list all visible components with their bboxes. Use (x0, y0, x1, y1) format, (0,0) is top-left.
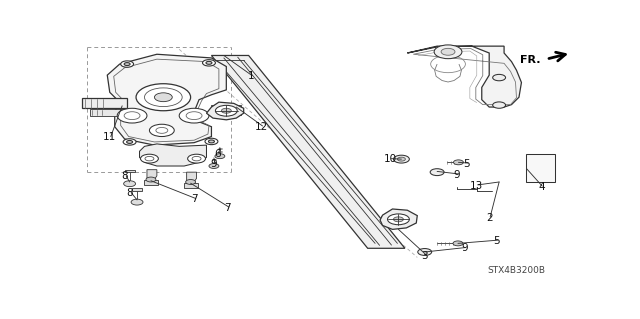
Circle shape (209, 164, 219, 168)
Circle shape (192, 156, 201, 161)
Text: FR.: FR. (520, 56, 540, 65)
Text: STX4B3200B: STX4B3200B (488, 266, 545, 275)
Circle shape (179, 108, 209, 123)
Text: 5: 5 (493, 236, 500, 246)
Polygon shape (380, 209, 417, 229)
Text: 1: 1 (248, 71, 255, 81)
Circle shape (127, 140, 132, 144)
Circle shape (186, 112, 202, 120)
Circle shape (454, 160, 463, 165)
Text: 10: 10 (383, 154, 397, 164)
Circle shape (394, 155, 410, 163)
Polygon shape (140, 144, 207, 166)
Circle shape (215, 154, 225, 159)
Circle shape (141, 154, 158, 163)
Circle shape (216, 105, 237, 116)
Circle shape (188, 154, 205, 163)
Text: 12: 12 (255, 122, 268, 132)
Circle shape (124, 63, 130, 65)
Text: 2: 2 (486, 212, 493, 223)
Polygon shape (108, 54, 227, 145)
Circle shape (397, 157, 405, 161)
Text: 6: 6 (214, 149, 221, 159)
Polygon shape (211, 105, 218, 115)
Circle shape (156, 128, 168, 133)
Polygon shape (125, 170, 134, 172)
Polygon shape (381, 216, 387, 223)
Polygon shape (147, 170, 157, 180)
Text: 5: 5 (463, 159, 470, 168)
Circle shape (136, 84, 191, 111)
Circle shape (493, 74, 506, 81)
Circle shape (206, 61, 212, 64)
Text: 13: 13 (470, 181, 483, 191)
Circle shape (205, 138, 218, 145)
Circle shape (388, 214, 410, 225)
Text: 4: 4 (538, 182, 545, 192)
Polygon shape (211, 56, 405, 248)
Polygon shape (187, 172, 196, 182)
Circle shape (430, 169, 444, 175)
Polygon shape (410, 216, 415, 223)
Circle shape (145, 156, 154, 161)
Circle shape (154, 93, 172, 102)
Polygon shape (83, 99, 127, 108)
Circle shape (441, 48, 455, 55)
Text: 7: 7 (191, 194, 197, 204)
Text: 9: 9 (461, 243, 468, 253)
Text: 7: 7 (225, 203, 231, 213)
Text: 9: 9 (211, 159, 217, 168)
Polygon shape (527, 154, 555, 182)
Circle shape (221, 108, 231, 113)
Polygon shape (144, 180, 158, 185)
Polygon shape (235, 105, 241, 115)
Polygon shape (132, 188, 142, 190)
Circle shape (202, 60, 216, 66)
Text: 9: 9 (454, 170, 460, 180)
Circle shape (434, 45, 462, 59)
Circle shape (123, 139, 136, 145)
Circle shape (124, 181, 136, 187)
Circle shape (131, 199, 143, 205)
Circle shape (209, 140, 214, 143)
Text: 8: 8 (126, 188, 133, 198)
Text: 11: 11 (103, 131, 116, 142)
Circle shape (394, 217, 403, 222)
Text: 3: 3 (421, 251, 428, 261)
Circle shape (186, 180, 196, 184)
Circle shape (145, 88, 182, 107)
Circle shape (493, 102, 506, 108)
Circle shape (124, 112, 140, 120)
Polygon shape (408, 46, 522, 107)
Circle shape (146, 177, 156, 182)
Circle shape (453, 241, 463, 246)
Circle shape (117, 108, 147, 123)
Circle shape (418, 249, 431, 256)
Circle shape (150, 124, 174, 137)
Text: 8: 8 (122, 171, 128, 181)
Polygon shape (207, 102, 244, 120)
Circle shape (121, 61, 134, 67)
Polygon shape (90, 109, 125, 116)
Polygon shape (184, 183, 198, 188)
